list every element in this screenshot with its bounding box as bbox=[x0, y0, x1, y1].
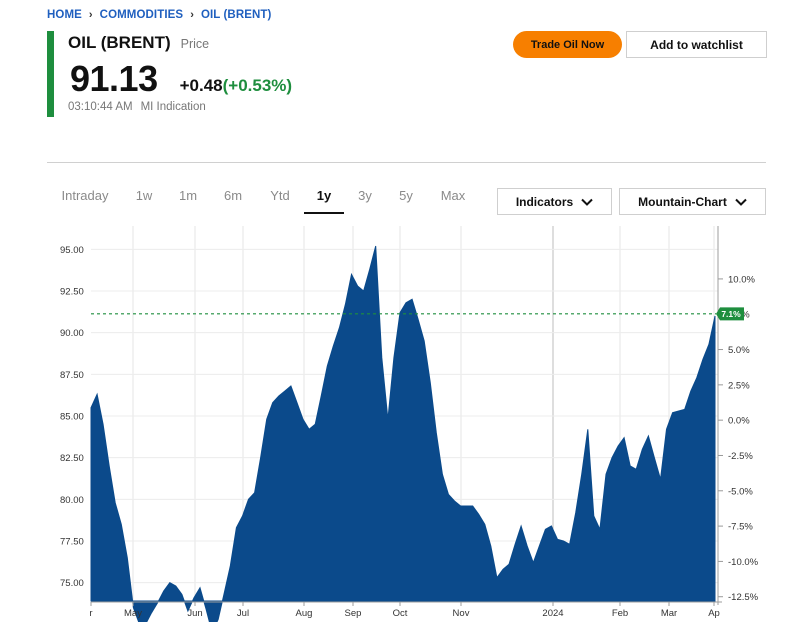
tab-1y[interactable]: 1y bbox=[304, 186, 344, 214]
add-to-watchlist-button[interactable]: Add to watchlist bbox=[626, 31, 767, 58]
trade-oil-button[interactable]: Trade Oil Now bbox=[513, 31, 622, 58]
x-axis-tick-label: Aug bbox=[296, 608, 313, 619]
breadcrumb-commodities-link[interactable]: COMMODITIES bbox=[99, 9, 184, 21]
y-axis-left-tick-label: 87.50 bbox=[60, 370, 84, 381]
x-axis-tick-label: Jul bbox=[237, 608, 249, 619]
x-axis-tick-label: r bbox=[89, 608, 92, 619]
y-axis-left-tick-label: 90.00 bbox=[60, 328, 84, 339]
price-block: 91.13 +0.48 (+0.53%) bbox=[70, 58, 292, 100]
quote-meta: 03:10:44 AM MI Indication bbox=[68, 101, 206, 113]
page-subtitle: Price bbox=[180, 37, 210, 51]
y-axis-right-tick-label: 5.0% bbox=[728, 345, 750, 356]
x-axis-tick-label: Mar bbox=[661, 608, 677, 619]
indicators-dropdown-label: Indicators bbox=[515, 194, 574, 209]
x-axis-tick-label: May bbox=[124, 608, 142, 619]
price-value: 91.13 bbox=[70, 58, 158, 99]
x-axis-tick-label: Sep bbox=[345, 608, 362, 619]
chevron-right-icon: › bbox=[190, 9, 194, 21]
quote-time: 03:10:44 AM bbox=[68, 101, 133, 113]
current-price-badge-label: 7.1% bbox=[721, 309, 741, 319]
current-price-badge bbox=[716, 307, 744, 321]
indicators-dropdown[interactable]: Indicators bbox=[497, 188, 612, 215]
chart-type-dropdown[interactable]: Mountain-Chart bbox=[619, 188, 766, 215]
y-axis-right-tick-label: -5.0% bbox=[728, 486, 753, 497]
tab-5y[interactable]: 5y bbox=[399, 188, 413, 203]
breadcrumb: HOME › COMMODITIES › OIL (BRENT) bbox=[47, 9, 271, 21]
price-change: +0.48 bbox=[179, 76, 223, 95]
chevron-down-icon bbox=[735, 198, 747, 206]
chevron-right-icon: › bbox=[88, 9, 93, 21]
instrument-header: OIL (BRENT) Price bbox=[68, 33, 209, 53]
y-axis-left-tick-label: 77.50 bbox=[60, 537, 84, 548]
y-axis-right-tick-label: -12.5% bbox=[728, 592, 759, 603]
page-title: OIL (BRENT) bbox=[68, 33, 171, 52]
tab-ytd[interactable]: Ytd bbox=[270, 188, 290, 203]
y-axis-right-tick-label: 0.0% bbox=[728, 416, 750, 427]
tab-1w[interactable]: 1w bbox=[135, 188, 153, 203]
tab-6m[interactable]: 6m bbox=[223, 188, 243, 203]
x-axis-tick-label: Jun bbox=[187, 608, 202, 619]
y-axis-left-tick-label: 95.00 bbox=[60, 245, 84, 256]
section-divider bbox=[47, 162, 766, 163]
y-axis-left-tick-label: 92.50 bbox=[60, 287, 84, 298]
breadcrumb-current-link[interactable]: OIL (BRENT) bbox=[200, 9, 272, 21]
y-axis-right-tick-label: -7.5% bbox=[728, 522, 753, 533]
x-axis-tick-label: Nov bbox=[453, 608, 470, 619]
breadcrumb-home-link[interactable]: HOME bbox=[47, 9, 82, 21]
price-area-series bbox=[90, 245, 716, 622]
y-axis-right-tick-label: -10.0% bbox=[728, 557, 759, 568]
chevron-down-icon bbox=[581, 198, 593, 206]
chart-type-dropdown-label: Mountain-Chart bbox=[638, 194, 727, 209]
y-axis-right-tick-label: 10.0% bbox=[728, 274, 755, 285]
x-axis-tick-label: Ap bbox=[708, 608, 720, 619]
x-axis-tick-label: Oct bbox=[393, 608, 408, 619]
y-axis-right-tick-label: 2.5% bbox=[728, 380, 750, 391]
x-axis-tick-label: 2024 bbox=[542, 608, 563, 619]
tab-3y[interactable]: 3y bbox=[358, 188, 372, 203]
price-chart[interactable]: 95.00 92.50 90.00 87.50 85.00 82.50 80.00 77.50… bbox=[0, 220, 800, 622]
y-axis-left-tick-label: 80.00 bbox=[60, 495, 84, 506]
y-axis-right-tick-label: -2.5% bbox=[728, 451, 753, 462]
y-axis-left-tick-label: 82.50 bbox=[60, 453, 84, 464]
price-accent-bar bbox=[47, 31, 54, 117]
y-axis-left-tick-label: 85.00 bbox=[60, 412, 84, 423]
tab-intraday[interactable]: Intraday bbox=[61, 188, 109, 203]
quote-source: MI Indication bbox=[140, 101, 206, 113]
tab-max[interactable]: Max bbox=[440, 188, 466, 203]
tab-1m[interactable]: 1m bbox=[178, 188, 198, 203]
x-axis-tick-label: Feb bbox=[612, 608, 628, 619]
y-axis-left-tick-label: 75.00 bbox=[60, 578, 84, 589]
price-change-percent: (+0.53%) bbox=[222, 76, 293, 95]
